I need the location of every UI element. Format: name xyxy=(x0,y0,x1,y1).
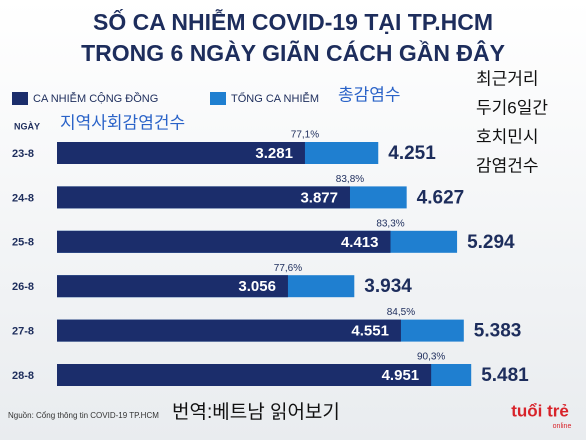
value-label: 4.551 xyxy=(351,323,389,340)
source: Nguồn: Cổng thông tin COVID-19 TP.HCM xyxy=(8,411,159,420)
bar-community xyxy=(57,319,401,342)
annotation: 두기6일간 xyxy=(476,98,548,117)
value-label: 5.481 xyxy=(481,365,529,386)
category-label: 26-8 xyxy=(12,281,34,293)
category-label: 25-8 xyxy=(12,237,34,249)
logo: online xyxy=(553,423,572,430)
category-label: 23-8 xyxy=(12,148,34,160)
value-label: 4.951 xyxy=(382,367,420,384)
annotation: 총감염수 xyxy=(338,85,401,104)
chart-title: TRONG 6 NGÀY GIÃN CÁCH GẦN ĐÂY xyxy=(81,39,505,66)
category-label: 27-8 xyxy=(12,326,34,338)
annotation: 호치민시 xyxy=(476,127,539,146)
share-label: 84,5% xyxy=(387,307,415,318)
annotation: 번역:베트남 읽어보기 xyxy=(172,401,340,423)
value-label: 3.281 xyxy=(255,145,293,162)
annotation: 감염건수 xyxy=(476,156,539,175)
chart-title: SỐ CA NHIỄM COVID-19 TẠI TP.HCM xyxy=(93,7,493,35)
value-label: 3.056 xyxy=(238,278,276,295)
category-label: 28-8 xyxy=(12,370,34,382)
annotation: 지역사회감염건수 xyxy=(60,113,185,132)
value-label: 4.251 xyxy=(388,143,436,164)
value-label: 4.413 xyxy=(341,234,379,251)
value-label: 5.383 xyxy=(474,321,522,342)
value-label: 3.934 xyxy=(364,276,412,297)
share-label: 83,3% xyxy=(376,218,404,229)
bar-community xyxy=(57,364,432,386)
legend-label: TỔNG CA NHIỄM xyxy=(231,92,319,105)
share-label: 77,1% xyxy=(291,130,319,141)
value-label: 4.627 xyxy=(417,187,465,208)
share-label: 83,8% xyxy=(336,174,364,185)
share-label: 90,3% xyxy=(417,352,445,363)
bar-community xyxy=(57,230,391,253)
value-label: 3.877 xyxy=(300,189,338,206)
annotation: 최근거리 xyxy=(476,69,539,88)
share-label: 77,6% xyxy=(274,263,302,274)
logo: tuổi trẻ xyxy=(511,401,569,420)
bar-community xyxy=(57,275,288,298)
bar-community xyxy=(57,142,305,164)
legend-swatch xyxy=(210,92,226,105)
category-label: 24-8 xyxy=(12,192,34,204)
category-header: NGÀY xyxy=(14,121,40,131)
legend-swatch xyxy=(12,92,28,105)
legend-label: CA NHIỄM CỘNG ĐỒNG xyxy=(33,92,158,105)
bar-community xyxy=(57,186,350,209)
value-label: 5.294 xyxy=(467,232,515,253)
